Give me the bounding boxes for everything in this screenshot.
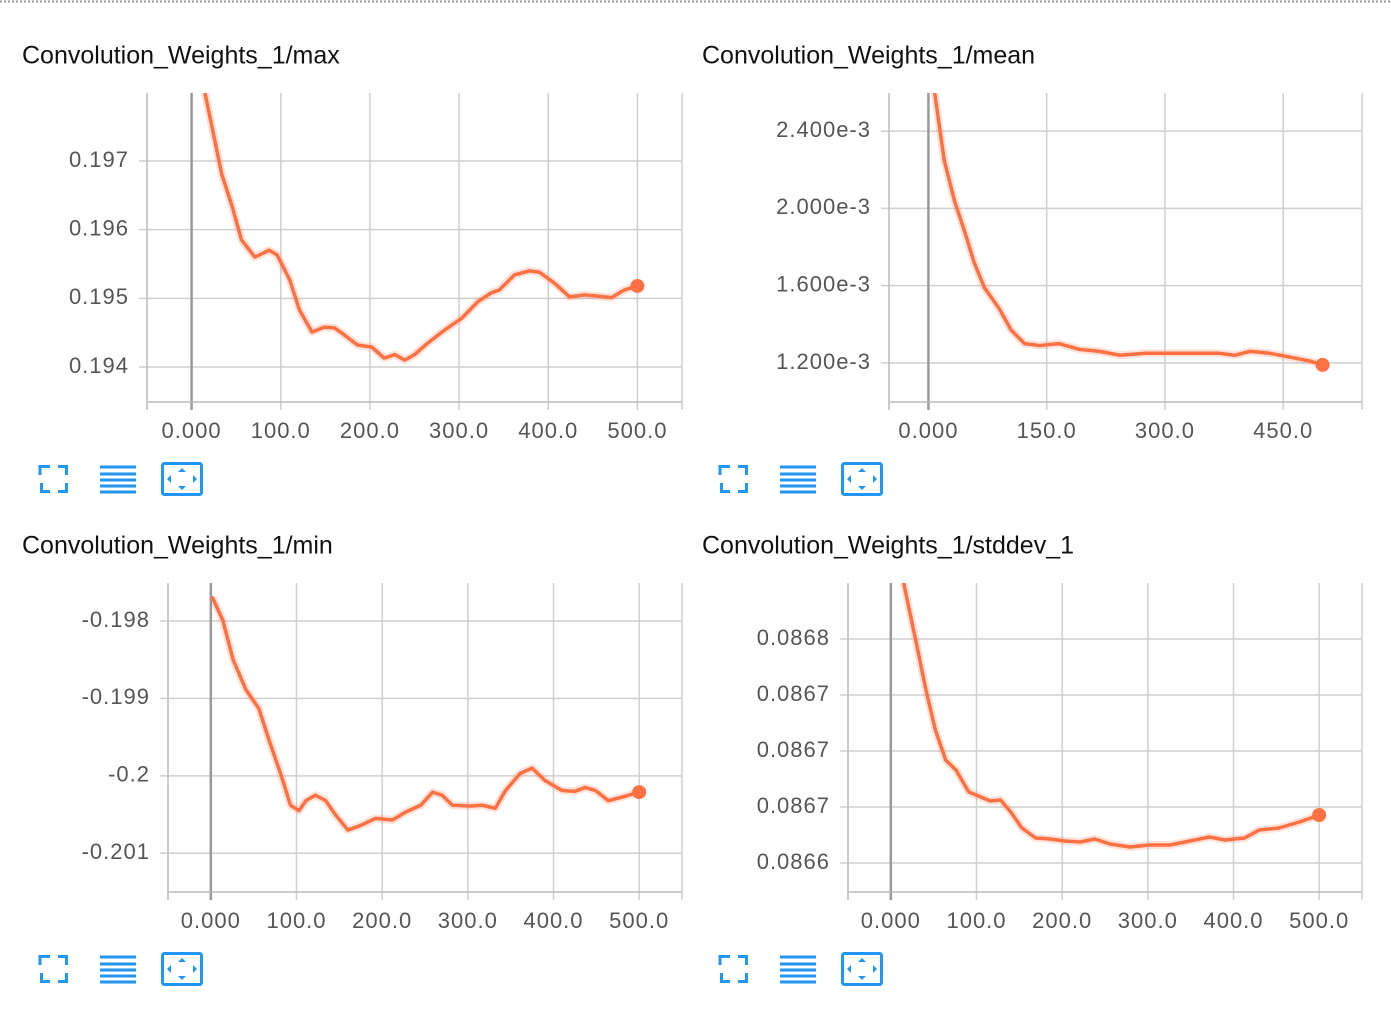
chart-title: Convolution_Weights_1/stddev_1 (702, 532, 1074, 560)
x-tick-label: 100.0 (946, 908, 1006, 933)
icon (841, 952, 883, 986)
y-tick-label: 1.600e-3 (776, 271, 871, 296)
x-tick-label: 150.0 (1017, 418, 1077, 443)
log-scale-button[interactable] (100, 955, 136, 984)
y-tick-label: 2.000e-3 (776, 194, 871, 219)
icon (718, 955, 748, 983)
x-tick-label: 200.0 (352, 908, 412, 933)
fullscreen-button[interactable] (718, 465, 748, 493)
log-scale-button[interactable] (780, 465, 816, 494)
last-point (1312, 808, 1327, 822)
line (932, 93, 1325, 367)
line (203, 93, 640, 362)
y-tick-label: 0.196 (69, 215, 129, 240)
icon (38, 465, 68, 493)
x-tick-label: 400.0 (518, 418, 578, 443)
y-tick-label: 0.0866 (757, 849, 830, 874)
line (210, 595, 641, 832)
y-tick-label: 2.400e-3 (776, 117, 871, 142)
y-tick-label: 0.195 (69, 284, 129, 309)
x-tick-label: 200.0 (340, 418, 400, 443)
fit-domain-button[interactable] (841, 952, 883, 986)
fit-domain-button[interactable] (841, 462, 883, 496)
icon (718, 465, 748, 493)
y-tick-label: 0.0868 (757, 625, 830, 650)
x-tick-label: 100.0 (266, 908, 326, 933)
x-tick-label: 300.0 (1118, 908, 1178, 933)
icon (161, 462, 203, 496)
last-point (632, 785, 647, 800)
fullscreen-button[interactable] (38, 465, 68, 493)
x-tick-label: 300.0 (429, 418, 489, 443)
icon (167, 468, 197, 490)
y-tick-label: 0.0867 (757, 737, 830, 762)
x-tick-label: 0.000 (162, 418, 222, 443)
y-tick-label: 0.197 (69, 147, 129, 172)
icon (161, 952, 203, 986)
log-scale-button[interactable] (780, 955, 816, 984)
fit-domain-button[interactable] (161, 952, 203, 986)
x-tick-label: 0.000 (898, 418, 958, 443)
fullscreen-button[interactable] (718, 955, 748, 983)
x-tick-label: 200.0 (1032, 908, 1092, 933)
icon (847, 468, 877, 490)
y-tick-label: 0.194 (69, 353, 129, 378)
chart-title: Convolution_Weights_1/min (22, 532, 333, 560)
last-point (1315, 357, 1330, 372)
x-tick-label: 500.0 (607, 418, 667, 443)
y-tick-label: 0.0867 (757, 793, 830, 818)
line-shadow (930, 93, 1324, 369)
line-shadow (208, 596, 641, 835)
fit-domain-button[interactable] (161, 462, 203, 496)
x-tick-label: 100.0 (251, 418, 311, 443)
chart: Convolution_Weights_1/min -0.201 -0.2 -0.19… (22, 532, 683, 933)
x-tick-label: 400.0 (1203, 908, 1263, 933)
x-tick-label: 0.000 (861, 908, 921, 933)
x-tick-label: 500.0 (609, 908, 669, 933)
icon (167, 958, 197, 980)
chart-title: Convolution_Weights_1/max (22, 42, 340, 70)
chart: Convolution_Weights_1/stddev_1 0.0866 0.08… (702, 532, 1363, 933)
icon (841, 462, 883, 496)
y-tick-label: -0.199 (82, 684, 150, 709)
y-tick-label: -0.198 (82, 607, 150, 632)
x-tick-label: 450.0 (1253, 418, 1313, 443)
chart-title: Convolution_Weights_1/mean (702, 42, 1035, 70)
fullscreen-button[interactable] (38, 955, 68, 983)
y-tick-label: -0.2 (108, 762, 150, 787)
y-tick-label: -0.201 (82, 839, 150, 864)
line-shadow (201, 93, 639, 365)
y-tick-label: 1.200e-3 (776, 349, 871, 374)
x-tick-label: 300.0 (1135, 418, 1195, 443)
y-tick-label: 0.0867 (757, 681, 830, 706)
chart: Convolution_Weights_1/mean 1.200e-3 1.600e… (702, 42, 1363, 443)
log-scale-button[interactable] (100, 465, 136, 494)
chart: Convolution_Weights_1/max 0.194 0.195 0.196… (22, 42, 683, 443)
x-tick-label: 500.0 (1289, 908, 1349, 933)
icon (847, 958, 877, 980)
x-tick-label: 400.0 (523, 908, 583, 933)
last-point (630, 278, 645, 293)
x-tick-label: 300.0 (438, 908, 498, 933)
line (901, 583, 1321, 849)
x-tick-label: 0.000 (181, 908, 241, 933)
icon (38, 955, 68, 983)
toolbar (38, 462, 883, 986)
